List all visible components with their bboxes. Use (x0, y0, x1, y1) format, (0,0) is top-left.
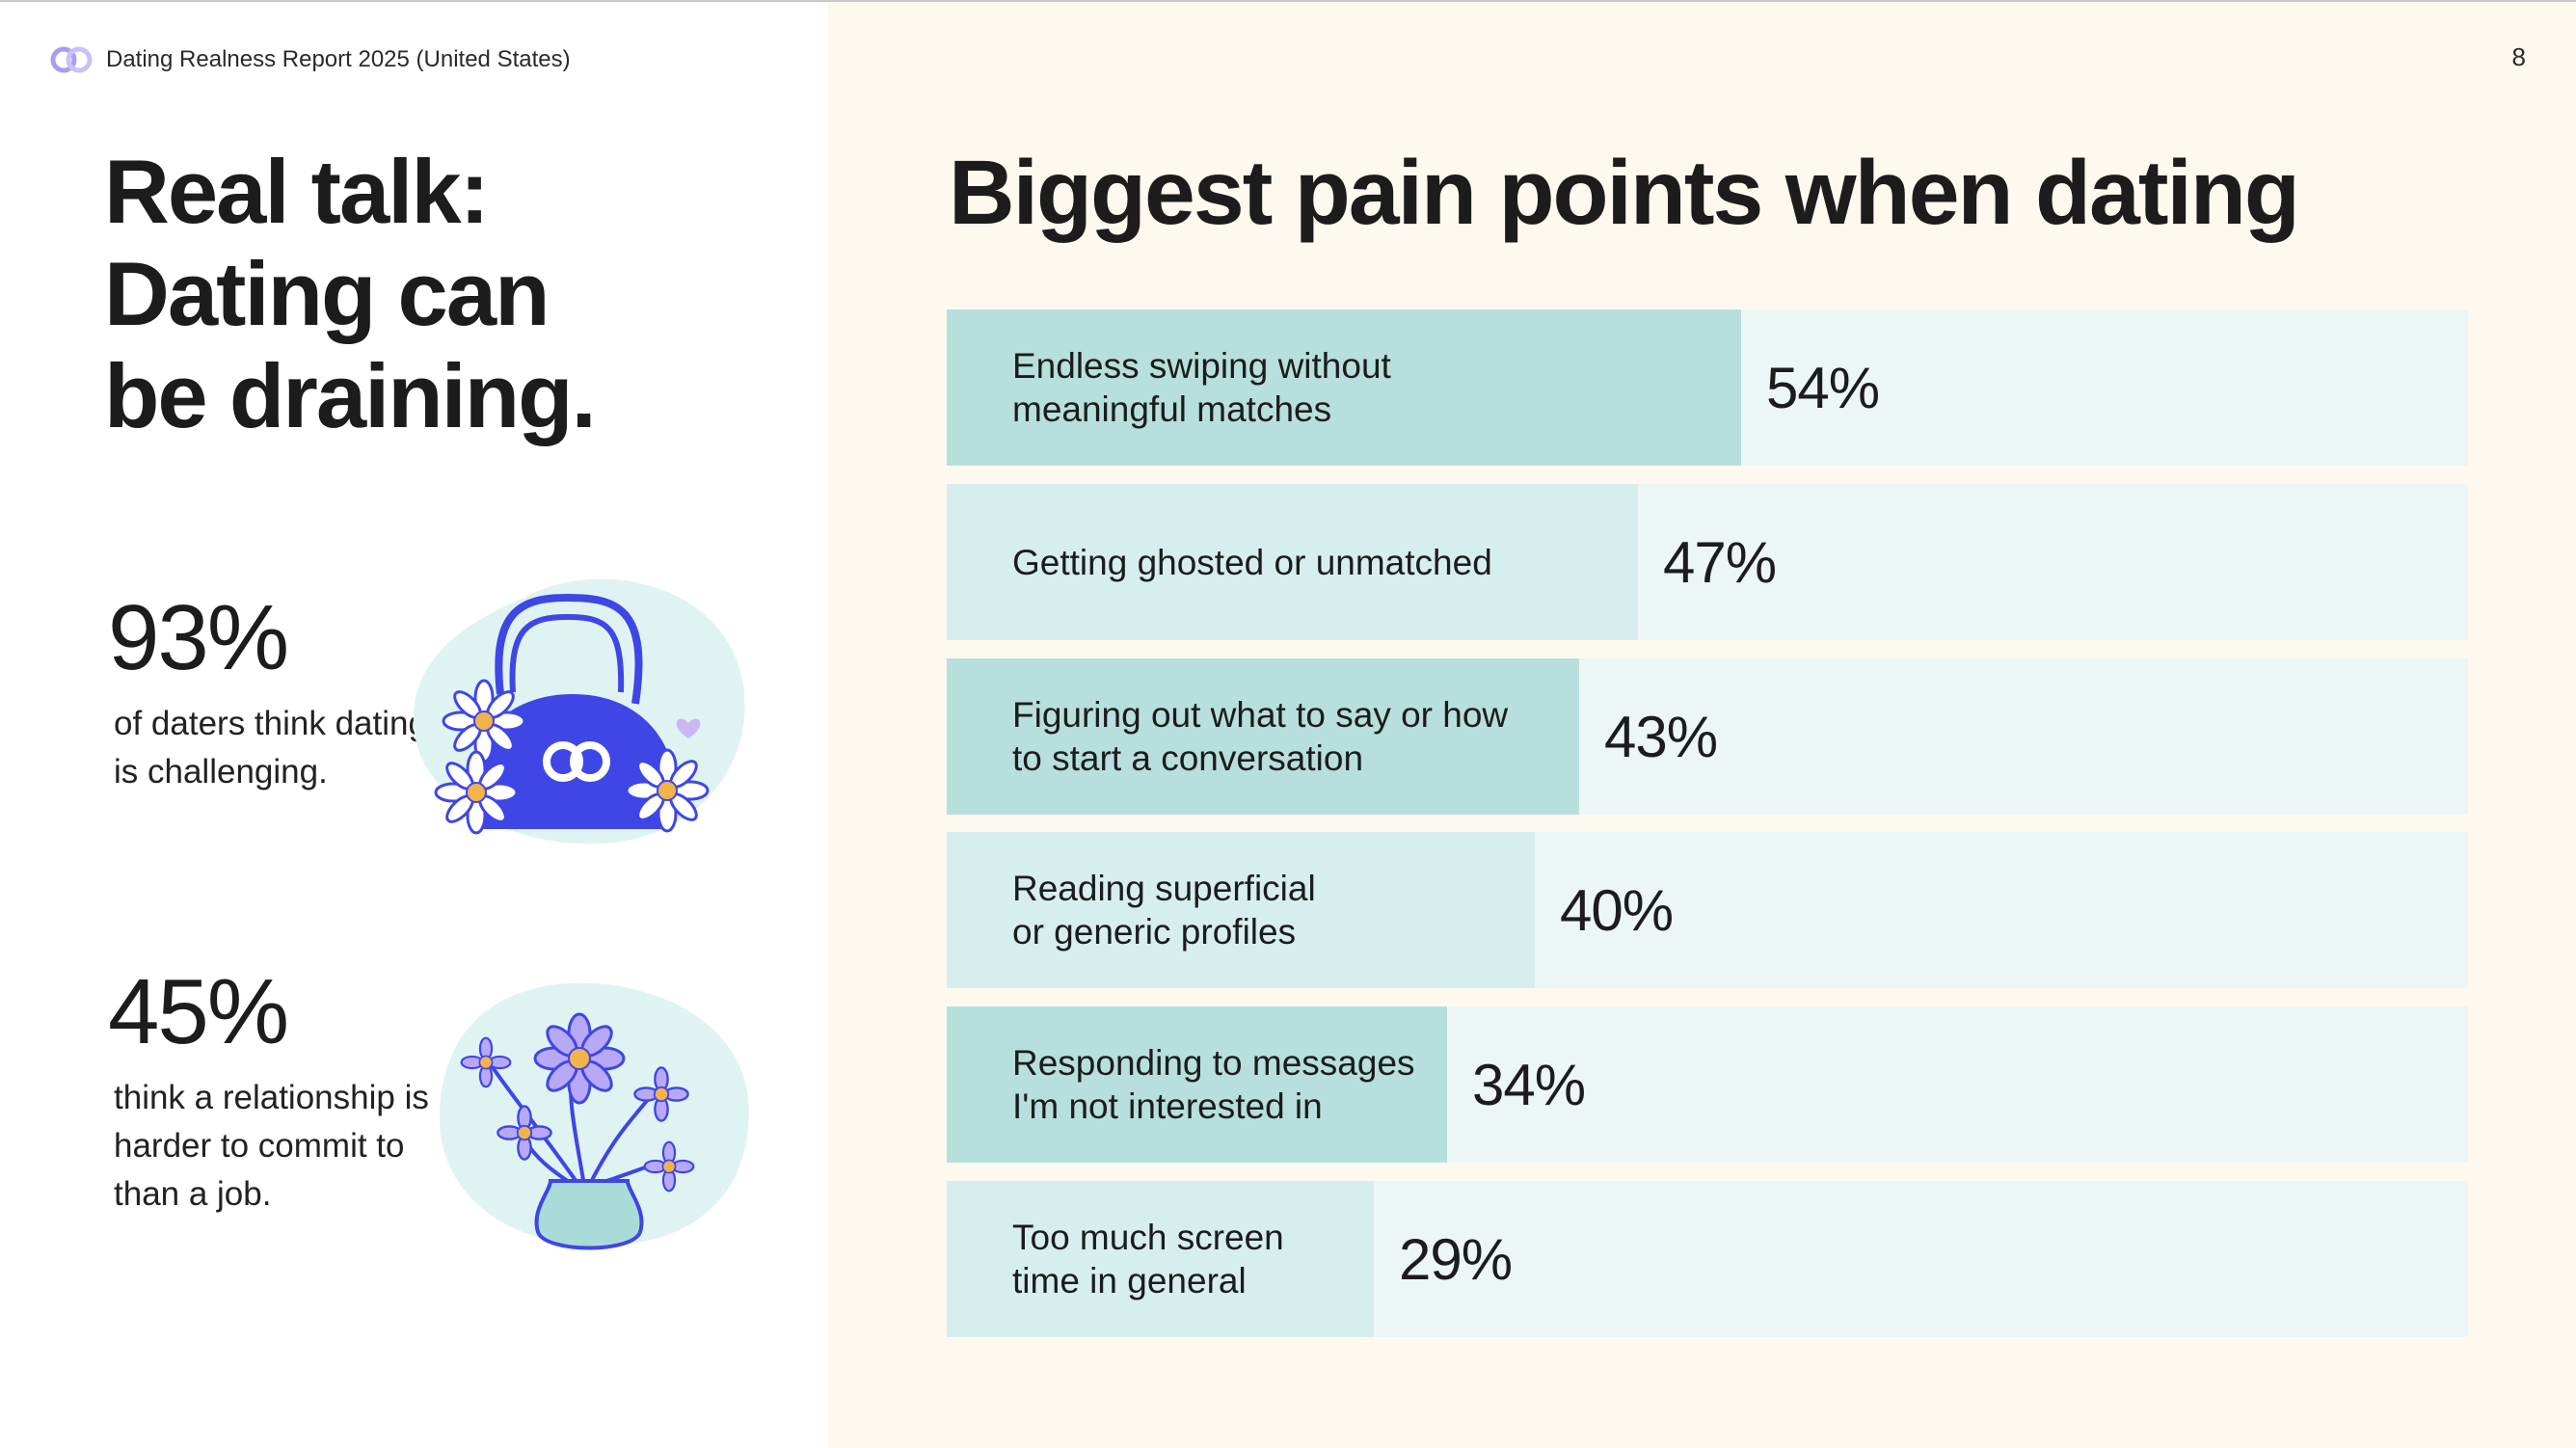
bar (947, 658, 1579, 815)
bar (947, 484, 1638, 640)
report-title: Dating Realness Report 2025 (United Stat… (106, 46, 571, 72)
stat-description: think a relationship is harder to commit… (114, 1079, 429, 1213)
bar-value-label: 54% (1766, 355, 1880, 420)
left-headline: Real talk: Dating can be draining. (104, 141, 779, 447)
bar-row: Responding to messages I'm not intereste… (947, 1006, 2468, 1163)
purple-flower-icon (643, 1140, 695, 1193)
purple-flower-icon (496, 1105, 552, 1161)
bar-category-label: Too much screen time in general (1012, 1218, 1284, 1301)
headline-line: Dating can (104, 243, 550, 344)
headline-line: Real talk: (104, 141, 490, 242)
bar-category-label: Reading superficial or generic profiles (1012, 869, 1316, 952)
bar-value-label: 43% (1604, 704, 1718, 769)
purple-flower-icon (460, 1036, 512, 1088)
stat-description: of daters think dating is challenging. (114, 705, 427, 791)
pain-points-bar-chart: Endless swiping without meaningful match… (947, 309, 2468, 1337)
bar-row: Getting ghosted or unmatched 47% (947, 484, 2468, 640)
headline-line: be draining. (104, 345, 597, 446)
bar-category-label: Endless swiping without meaningful match… (1012, 346, 1391, 429)
stat-block: 93% of daters think dating is challengin… (108, 590, 432, 796)
purple-flower-icon (633, 1066, 689, 1122)
bar (947, 1181, 1374, 1337)
bar-value-label: 40% (1560, 877, 1674, 943)
report-header: Dating Realness Report 2025 (United Stat… (48, 42, 571, 77)
bar-value-label: 34% (1472, 1052, 1586, 1117)
bar-row: Endless swiping without meaningful match… (947, 309, 2468, 466)
brand-logo-icon (50, 46, 93, 73)
kettlebell-flowers-illustration-icon (413, 578, 745, 845)
bar (947, 832, 1535, 988)
bar-category-label: Getting ghosted or unmatched (1012, 542, 1492, 582)
bar-value-label: 47% (1663, 529, 1777, 595)
purple-flower-icon (533, 1012, 626, 1105)
page-number: 8 (2511, 42, 2526, 71)
daisy-icon (434, 750, 519, 835)
daisy-icon (625, 748, 710, 833)
bar-value-label: 29% (1399, 1226, 1513, 1292)
bar-row: Too much screen time in general 29% (947, 1181, 2468, 1337)
bar-category-label: Responding to messages I'm not intereste… (1012, 1043, 1415, 1126)
stat-value: 45% (108, 960, 289, 1063)
stat-block: 45% think a relationship is harder to co… (108, 964, 432, 1219)
bar-category-label: Figuring out what to say or how to start… (1012, 695, 1509, 778)
top-border (0, 0, 2576, 2)
chart-title: Biggest pain points when dating (949, 142, 2300, 244)
bar-row: Figuring out what to say or how to start… (947, 658, 2468, 815)
stat-value: 93% (108, 586, 289, 689)
bar (947, 309, 1741, 466)
bar (947, 1006, 1447, 1163)
daisy-icon (442, 679, 526, 764)
flower-vase-illustration-icon (439, 982, 749, 1250)
bar-row: Reading superficial or generic profiles 4… (947, 832, 2468, 988)
